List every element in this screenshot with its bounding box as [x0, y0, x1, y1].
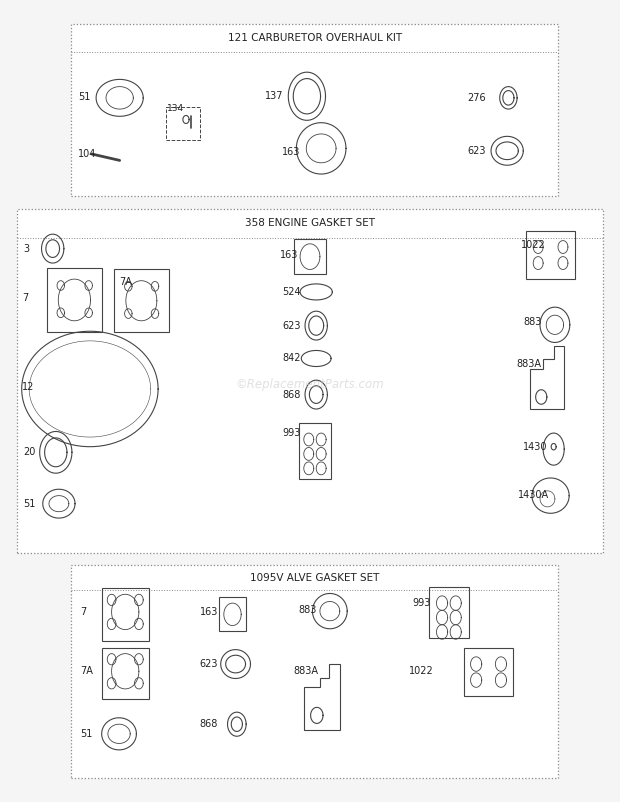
FancyBboxPatch shape — [71, 24, 558, 196]
Text: 993: 993 — [282, 428, 301, 438]
FancyBboxPatch shape — [17, 209, 603, 553]
Text: 121 CARBURETOR OVERHAUL KIT: 121 CARBURETOR OVERHAUL KIT — [228, 33, 402, 43]
Text: 623: 623 — [200, 659, 218, 669]
Text: 51: 51 — [24, 499, 36, 508]
Text: 883A: 883A — [293, 666, 318, 676]
Text: 883: 883 — [299, 605, 317, 614]
Text: 842: 842 — [282, 354, 301, 363]
FancyBboxPatch shape — [71, 565, 558, 778]
Text: 51: 51 — [81, 729, 93, 739]
Text: 1430: 1430 — [523, 442, 548, 452]
Text: 1430A: 1430A — [518, 490, 549, 500]
Text: 1095V ALVE GASKET SET: 1095V ALVE GASKET SET — [250, 573, 379, 582]
Text: 358 ENGINE GASKET SET: 358 ENGINE GASKET SET — [245, 218, 375, 229]
Text: 7A: 7A — [81, 666, 94, 676]
Text: 51: 51 — [78, 92, 91, 102]
Text: ©ReplacementParts.com: ©ReplacementParts.com — [236, 379, 384, 391]
Text: 276: 276 — [467, 93, 486, 103]
Text: 3: 3 — [24, 244, 30, 253]
Text: 993: 993 — [412, 598, 431, 608]
Text: 163: 163 — [280, 250, 299, 260]
Text: 134: 134 — [167, 103, 185, 113]
Text: 1022: 1022 — [409, 666, 434, 676]
Text: 137: 137 — [265, 91, 284, 101]
Text: 623: 623 — [467, 146, 486, 156]
Text: 868: 868 — [200, 719, 218, 729]
Text: 163: 163 — [282, 148, 301, 157]
Text: 883A: 883A — [516, 359, 541, 369]
Text: 883: 883 — [523, 318, 542, 327]
Text: 163: 163 — [200, 607, 218, 617]
Text: 104: 104 — [78, 149, 97, 159]
Text: 7A: 7A — [119, 277, 132, 287]
Text: 20: 20 — [24, 448, 36, 457]
Text: 1022: 1022 — [521, 241, 546, 250]
Text: 868: 868 — [282, 390, 301, 399]
Text: 7: 7 — [22, 294, 28, 303]
Text: 623: 623 — [282, 321, 301, 330]
Text: 524: 524 — [282, 287, 301, 297]
Text: 12: 12 — [22, 382, 34, 391]
Text: 7: 7 — [81, 607, 87, 617]
